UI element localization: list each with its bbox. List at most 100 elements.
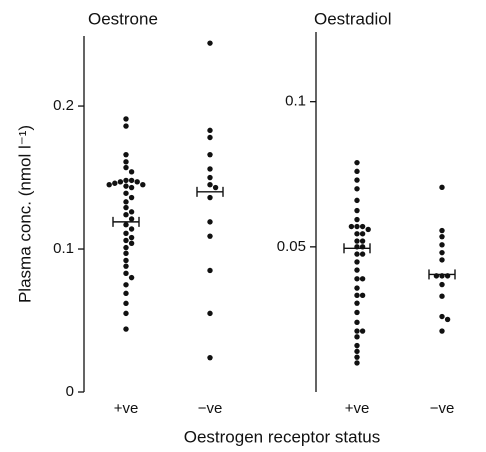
data-point [207, 354, 213, 361]
mean-marker [428, 269, 456, 280]
mean-marker [112, 216, 140, 227]
x-tick-label: +ve [114, 400, 139, 417]
data-point [207, 134, 213, 141]
data-point [128, 169, 135, 175]
data-point [123, 326, 129, 332]
data-point [128, 194, 135, 201]
data-point [439, 281, 445, 288]
data-point [444, 316, 451, 323]
data-point [207, 219, 213, 225]
data-point [123, 159, 129, 165]
data-point [123, 212, 129, 218]
data-point [123, 237, 129, 244]
data-point [207, 151, 213, 158]
data-point [359, 223, 366, 230]
chart-title: Oestrone [88, 9, 158, 28]
data-point [207, 194, 213, 201]
data-point [354, 285, 360, 291]
data-point [354, 177, 360, 183]
data-point [117, 179, 124, 185]
data-point [123, 250, 129, 257]
data-point [123, 177, 129, 184]
data-point [354, 309, 360, 316]
data-point [207, 310, 213, 317]
data-point [207, 166, 213, 172]
data-point [354, 342, 360, 349]
data-point [128, 274, 135, 281]
data-point [128, 177, 135, 184]
data-point [123, 282, 129, 288]
data-point [354, 238, 360, 244]
data-point [354, 159, 360, 166]
data-point [359, 276, 366, 282]
data-point [112, 180, 118, 186]
data-point [207, 267, 213, 274]
data-point [140, 181, 146, 188]
chart-title: Oestradiol [314, 9, 391, 28]
data-point [128, 184, 135, 191]
y-tick-label: 0.05 [277, 238, 306, 255]
data-point [123, 257, 129, 264]
data-point [439, 328, 445, 334]
y-tick-label: 0.2 [53, 97, 74, 114]
data-point [123, 164, 129, 171]
data-point [354, 207, 360, 214]
data-point [354, 300, 360, 306]
y-tick-label: 0.1 [285, 93, 306, 110]
data-point [354, 168, 360, 175]
data-point [123, 190, 129, 196]
data-point [354, 186, 360, 192]
data-point [123, 183, 129, 189]
data-point [354, 223, 360, 230]
data-point [439, 227, 445, 234]
data-point [348, 223, 355, 230]
data-point [439, 233, 445, 240]
data-point [354, 319, 360, 326]
data-point [128, 234, 135, 241]
data-point [207, 40, 213, 46]
x-axis-title: Oestrogen receptor status [184, 427, 381, 446]
data-point [354, 259, 360, 265]
data-point [439, 249, 445, 256]
data-point [439, 313, 445, 320]
data-point [354, 231, 360, 237]
data-point [359, 292, 366, 299]
mean-marker [343, 243, 371, 254]
data-point [354, 251, 360, 257]
data-point [354, 216, 360, 223]
data-point [439, 242, 445, 248]
data-point [439, 257, 445, 263]
data-point [354, 348, 360, 355]
data-point [439, 293, 445, 299]
data-point [123, 300, 129, 307]
x-tick-label: +ve [345, 400, 370, 417]
data-point [123, 263, 129, 269]
data-point [365, 226, 371, 233]
data-point [128, 209, 135, 215]
data-point [354, 292, 360, 299]
y-tick-label: 0 [66, 383, 74, 400]
data-point [207, 233, 213, 239]
data-point [359, 231, 366, 237]
data-point [354, 276, 360, 282]
data-point [123, 116, 129, 122]
data-point [207, 181, 213, 188]
data-point [439, 184, 445, 191]
data-point [128, 216, 135, 222]
data-point [123, 199, 129, 205]
data-point [212, 184, 219, 191]
data-point [123, 244, 129, 251]
data-point [354, 360, 360, 366]
data-point [207, 127, 213, 134]
data-point [134, 179, 140, 185]
x-tick-label: −ve [430, 400, 455, 417]
data-point [359, 328, 366, 334]
data-point [123, 290, 129, 297]
data-point [128, 240, 135, 247]
data-point [207, 174, 213, 181]
data-point [354, 328, 360, 334]
data-point [123, 151, 129, 158]
y-tick-label: 0.1 [53, 240, 74, 257]
data-point [128, 226, 135, 232]
